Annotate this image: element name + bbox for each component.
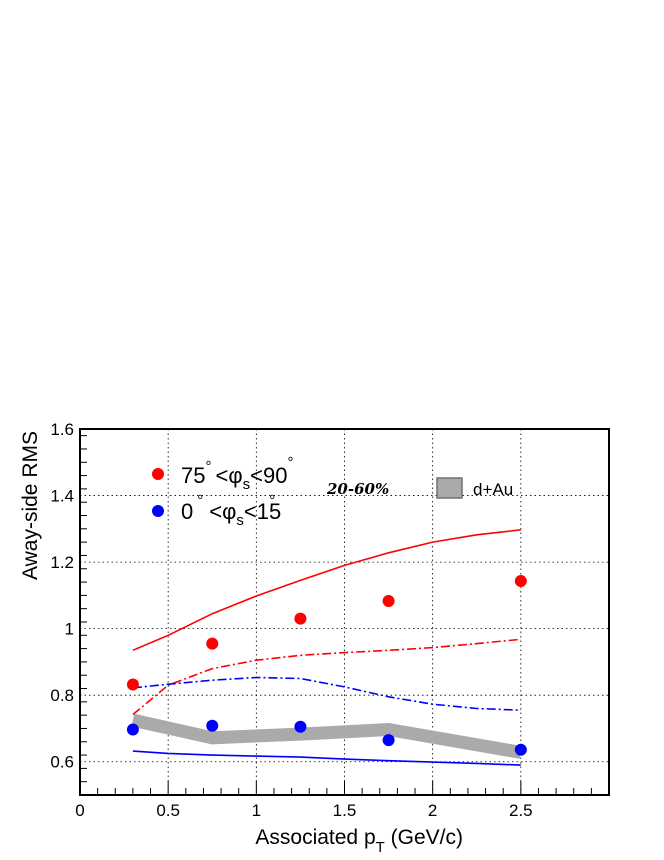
curve-layer xyxy=(132,529,521,766)
blue-data-point xyxy=(382,734,395,747)
y-tick-label: 1.4 xyxy=(50,487,74,506)
centrality-label: 20-60% xyxy=(326,480,389,498)
y-tick-label: 0.6 xyxy=(50,753,74,772)
dau-band-layer xyxy=(131,713,522,759)
legend-marker-dau xyxy=(436,477,463,499)
y-axis-title: Away-side RMS xyxy=(19,431,42,580)
legend-red-mid: <φ xyxy=(215,463,242,488)
point-layer xyxy=(126,575,527,756)
legend-red-sub: s xyxy=(243,476,251,493)
red-solid-curve xyxy=(132,529,521,652)
blue-data-point xyxy=(126,723,139,736)
blue-solid-curve xyxy=(132,750,521,766)
red-data-point xyxy=(206,637,219,650)
legend-blue-post: <15 xyxy=(244,499,281,524)
x-tick-label: 0.5 xyxy=(156,801,180,820)
legend-blue-deg1: ° xyxy=(197,492,203,509)
blue-data-point xyxy=(206,719,219,732)
legend-blue-mid: <φ xyxy=(209,499,236,524)
y-tick-label: 1 xyxy=(65,620,74,639)
red-data-point xyxy=(294,612,307,625)
x-axis-title: Associated pT (GeV/c) xyxy=(255,826,463,856)
x-tick-label: 1.5 xyxy=(333,801,357,820)
legend-label-dau: d+Au xyxy=(473,480,513,499)
x-tick-label: 0 xyxy=(75,801,84,820)
legend-red-deg2: ° xyxy=(287,454,293,471)
blue-data-point xyxy=(514,743,527,756)
x-axis-title-main: Associated p xyxy=(255,826,375,849)
y-tick-label: 1.2 xyxy=(50,553,74,572)
dau-band xyxy=(131,713,522,759)
x-tick-label: 1 xyxy=(252,801,261,820)
legend-label-red: 75° <φs<90° xyxy=(181,454,293,493)
y-tick-label: 0.8 xyxy=(50,686,74,705)
red-data-point xyxy=(382,595,395,608)
y-tick-label: 1.6 xyxy=(50,420,74,439)
legend-red-post: <90 xyxy=(250,463,287,488)
legend-marker-blue xyxy=(152,505,164,517)
legend-blue-pre: 0 xyxy=(181,499,193,524)
tick-layer: 0.6 0.8 1 1.2 1.4 1.6 0 0.5 1 1.5 2 2.5 xyxy=(50,420,610,820)
x-tick-label: 2 xyxy=(428,801,437,820)
legend-blue-deg2: ° xyxy=(269,492,275,509)
legend-label-blue: 0 ° <φs<15° xyxy=(181,492,281,529)
x-axis-title-subscript: T xyxy=(376,839,385,856)
legend: 75° <φs<90° 0 ° <φs<15° d+Au xyxy=(152,454,513,529)
blue-data-point xyxy=(294,720,307,733)
blue-dashdot-curve xyxy=(132,676,521,711)
legend-red-deg1: ° xyxy=(205,458,211,475)
red-dashdot-curve xyxy=(132,638,521,716)
legend-blue-sub: s xyxy=(236,512,244,529)
legend-red-pre: 75 xyxy=(181,463,205,488)
x-tick-label: 2.5 xyxy=(509,801,533,820)
red-data-point xyxy=(514,575,527,588)
x-axis-title-unit: (GeV/c) xyxy=(385,826,463,849)
legend-marker-red xyxy=(152,468,164,480)
red-data-point xyxy=(126,678,139,691)
